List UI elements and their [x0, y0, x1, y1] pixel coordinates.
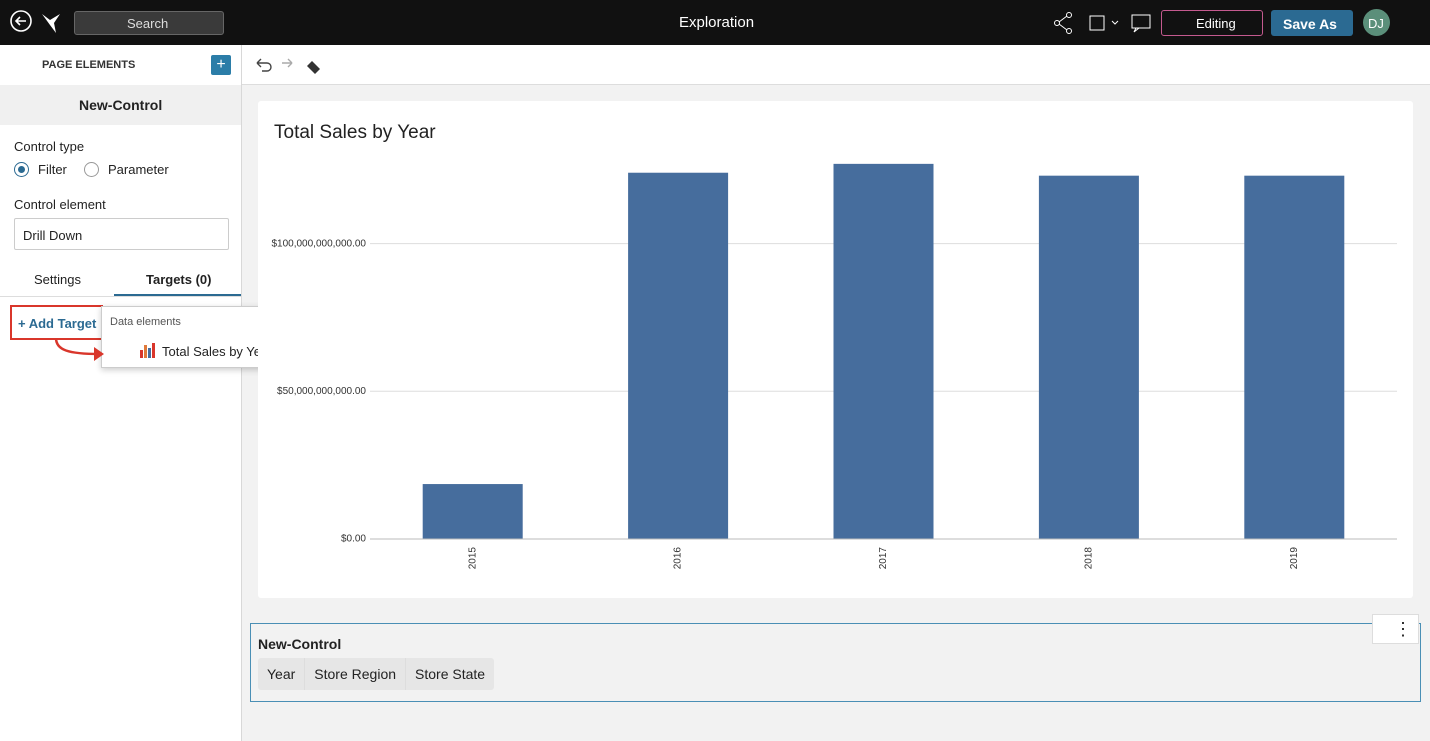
chip[interactable]: Store State [415, 666, 486, 682]
x-tick-label: 2019 [1289, 547, 1300, 570]
top-bar: Search Exploration Editing Save As DJ [0, 0, 1430, 45]
tab[interactable]: Targets (0) [146, 272, 212, 287]
nav-icons [10, 10, 60, 33]
control-card: New-Control Year Store Region Store State [250, 623, 1421, 702]
chart: Total Sales by Year $0.00 $50,000,000,000… [271, 122, 1397, 570]
chart-icon [140, 343, 155, 358]
select[interactable]: Drill Down [14, 218, 229, 250]
tab[interactable]: Settings [34, 272, 81, 287]
arrow [54, 337, 104, 361]
y-tick-label: $0.00 [341, 534, 366, 545]
bar [1038, 175, 1139, 539]
save-as-text: Save As [1283, 16, 1337, 32]
divider [0, 296, 241, 297]
toolbar-icons [256, 58, 320, 74]
mode-text: Editing [1196, 16, 1236, 31]
bar [628, 172, 729, 539]
tab-underline [114, 294, 241, 296]
add-element-button[interactable]: + [211, 55, 231, 75]
bar [422, 484, 523, 539]
avatar-text: DJ [1368, 16, 1384, 31]
y-tick-label: $100,000,000,000.00 [271, 238, 366, 249]
menu-heading: Data elements [110, 316, 181, 328]
radio[interactable] [14, 162, 29, 177]
x-tick-label: 2018 [1084, 547, 1095, 570]
search-text: Search [127, 16, 169, 31]
bar [833, 163, 934, 539]
drill-chips: Year Store Region Store State [258, 658, 495, 690]
x-tick-label: 2016 [673, 547, 684, 570]
search-box[interactable]: Search [74, 11, 224, 35]
label: Control type [14, 139, 85, 154]
top-icons [1054, 12, 1151, 34]
control-menu[interactable]: ⋮ [1372, 614, 1419, 644]
radio-label: Filter [38, 162, 67, 177]
radio-label: Parameter [108, 162, 169, 177]
x-tick-label: 2015 [467, 547, 478, 570]
select-value: Drill Down [23, 228, 83, 243]
bar [1244, 175, 1345, 539]
x-tick-label: 2017 [878, 547, 889, 570]
chip[interactable]: Year [258, 658, 306, 690]
control-title: New-Control [258, 636, 342, 652]
toolbar [242, 45, 1430, 85]
panel-heading: PAGE ELEMENTS [42, 59, 136, 71]
mode-dropdown[interactable]: Editing [1161, 10, 1263, 36]
radio[interactable] [84, 162, 99, 177]
element-header: New-Control [0, 85, 241, 125]
label: Control element [14, 197, 106, 212]
page-title: Exploration [679, 14, 755, 31]
menu-item[interactable]: Total Sales by Year [162, 344, 273, 359]
element-name: New-Control [79, 97, 163, 113]
chart-card: Total Sales by Year $0.00 $50,000,000,000… [258, 101, 1413, 598]
avatar[interactable]: DJ [1363, 9, 1390, 36]
chip[interactable]: Store Region [305, 658, 407, 690]
chart-title: Total Sales by Year [274, 122, 436, 143]
add-target[interactable]: + Add Target [18, 316, 97, 331]
sidebar: PAGE ELEMENTS + New-Control Control type… [0, 45, 242, 741]
y-tick-label: $50,000,000,000.00 [277, 386, 366, 397]
save-as-button[interactable]: Save As [1271, 10, 1353, 36]
